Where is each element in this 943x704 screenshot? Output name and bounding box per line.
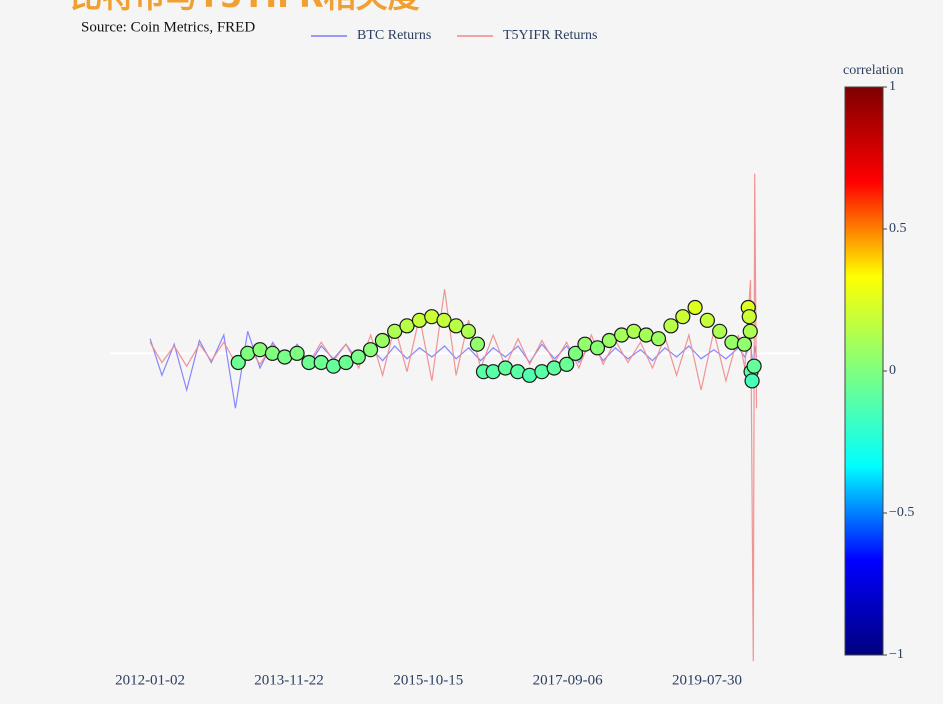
correlation-point: [712, 323, 728, 339]
colorbar-title: correlation: [843, 63, 904, 78]
correlation-point: [736, 336, 753, 352]
correlation-point: [589, 340, 606, 356]
correlation-point: [742, 323, 758, 339]
correlation-point: [546, 360, 562, 376]
correlation-point: [746, 358, 762, 374]
colorbar-tick-label: −0.5: [889, 505, 914, 520]
x-tick-label: 2015-10-15: [393, 672, 463, 688]
correlation-point: [230, 354, 246, 371]
legend-label: T5YIFR Returns: [503, 28, 598, 43]
correlation-point: [724, 334, 740, 350]
colorbar-tick-label: 0: [889, 363, 896, 378]
correlation-point: [338, 354, 354, 371]
correlation-point: [650, 331, 667, 347]
correlation-point: [663, 318, 679, 334]
colorbar: [844, 86, 884, 656]
correlation-point: [699, 312, 715, 328]
correlation-point: [350, 349, 366, 365]
correlation-point: [325, 358, 342, 374]
correlation-point: [744, 373, 760, 389]
x-tick-label: 2017-09-06: [533, 672, 603, 688]
colorbar-tick-label: −1: [889, 647, 904, 662]
correlation-point: [675, 309, 691, 325]
correlation-point: [567, 345, 584, 361]
correlation-point: [741, 309, 757, 325]
correlation-point: [252, 342, 268, 358]
correlation-point: [460, 323, 476, 339]
correlation-point: [362, 342, 379, 358]
correlation-point: [399, 318, 415, 334]
correlation-point: [469, 336, 486, 352]
x-tick-label: 2012-01-02: [115, 672, 185, 688]
legend-label: BTC Returns: [357, 28, 431, 43]
source: Source: Coin Metrics, FRED: [81, 19, 255, 35]
x-tick-label: 2019-07-30: [672, 672, 742, 688]
line-series: [149, 173, 758, 662]
chart-title: 比特币与T5YIFR相关度: [70, 0, 420, 15]
correlation-point: [687, 299, 703, 316]
correlation-point: [289, 345, 305, 361]
correlation-point: [601, 332, 617, 349]
correlation-point: [387, 323, 403, 339]
correlation-point: [559, 356, 575, 372]
x-tick-label: 2013-11-22: [254, 672, 323, 688]
line-series: [149, 331, 758, 409]
correlation-point: [577, 336, 593, 352]
correlation-point: [374, 332, 391, 349]
colorbar-tick-label: 1: [889, 79, 896, 94]
colorbar-tick-label: 0.5: [889, 221, 907, 236]
correlation-point: [448, 318, 464, 334]
